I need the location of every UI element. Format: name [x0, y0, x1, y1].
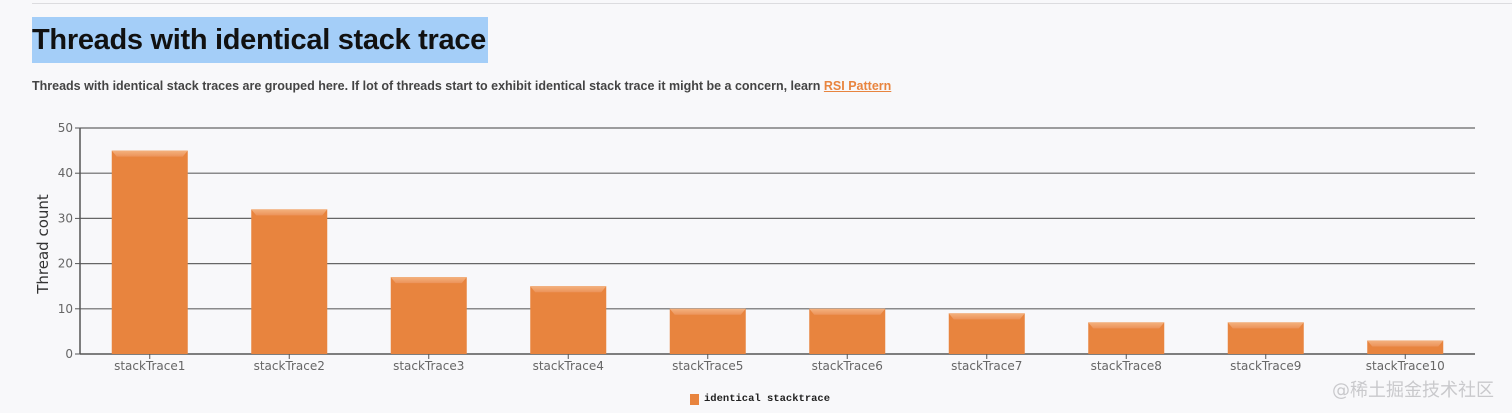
y-tick-label: 50	[58, 121, 73, 135]
x-tick-label: stackTrace5	[672, 359, 743, 373]
bar-highlight	[809, 308, 886, 315]
bar-highlight	[390, 277, 467, 284]
bar-highlight	[111, 150, 188, 157]
bar-highlight	[1367, 340, 1444, 347]
legend-swatch	[690, 393, 699, 405]
x-tick-label: stackTrace3	[393, 359, 464, 373]
y-tick-label: 0	[65, 347, 73, 361]
page-title: Threads with identical stack trace	[32, 17, 488, 63]
bar-highlight	[530, 286, 607, 293]
bar-highlight	[669, 308, 746, 315]
x-tick-label: stackTrace9	[1230, 359, 1301, 373]
x-tick-label: stackTrace7	[951, 359, 1022, 373]
x-tick-label: stackTrace1	[114, 359, 185, 373]
bar	[390, 277, 467, 354]
y-tick-label: 10	[58, 302, 73, 316]
bar-highlight	[251, 209, 328, 216]
bar	[669, 308, 746, 354]
x-tick-label: stackTrace10	[1366, 359, 1445, 373]
bar-highlight	[948, 313, 1025, 320]
rsi-pattern-link[interactable]: RSI Pattern	[823, 79, 892, 93]
x-tick-label: stackTrace6	[812, 359, 883, 373]
bar	[948, 313, 1025, 354]
y-tick-label: 30	[58, 211, 73, 225]
section-description: Threads with identical stack traces are …	[32, 79, 891, 93]
bar	[251, 209, 328, 354]
bar	[530, 286, 607, 354]
x-tick-label: stackTrace2	[254, 359, 325, 373]
x-tick-label: stackTrace8	[1091, 359, 1162, 373]
bar-highlight	[1088, 322, 1165, 329]
y-tick-label: 20	[58, 257, 73, 271]
y-tick-label: 40	[58, 166, 73, 180]
x-tick-label: stackTrace4	[533, 359, 604, 373]
legend-label: identical stacktrace	[704, 393, 831, 405]
description-text: Threads with identical stack traces are …	[32, 79, 824, 93]
top-divider	[32, 3, 1512, 4]
bar	[111, 150, 188, 354]
watermark: @稀土掘金技术社区	[1332, 380, 1494, 401]
y-axis-label: Thread count	[34, 194, 52, 295]
bar	[809, 308, 886, 354]
bar-highlight	[1227, 322, 1304, 329]
chart-legend[interactable]: identical stacktrace	[690, 393, 830, 405]
